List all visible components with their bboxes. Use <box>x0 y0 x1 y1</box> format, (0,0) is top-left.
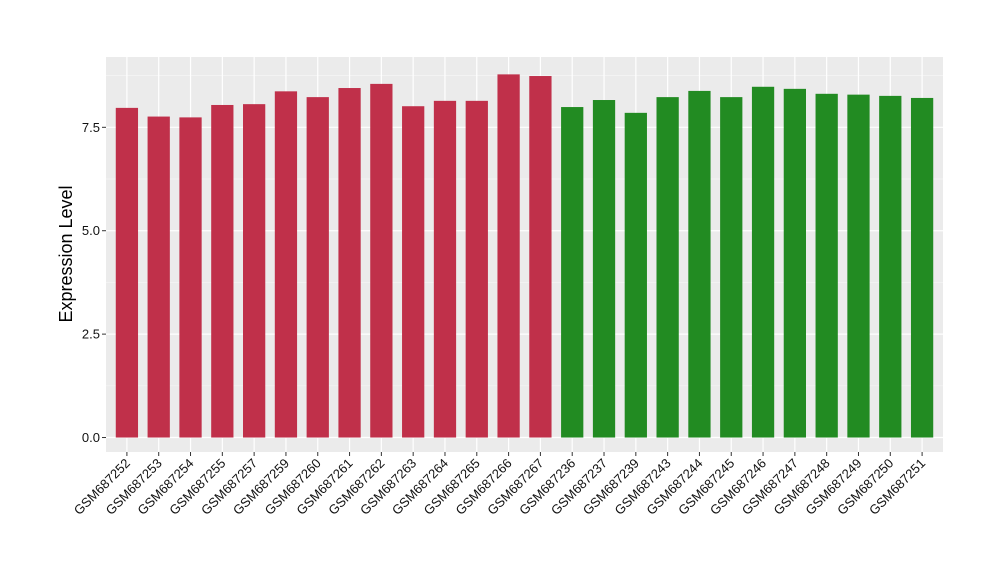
bar-gsm687245 <box>720 97 743 438</box>
bar-gsm687265 <box>465 100 488 438</box>
bar-gsm687252 <box>115 107 139 438</box>
y-axis-title: Expression Level <box>56 185 76 322</box>
bar-gsm687248 <box>815 93 838 438</box>
bar-gsm687243 <box>656 97 679 438</box>
bar-gsm687259 <box>274 91 298 438</box>
bar-gsm687257 <box>243 104 266 438</box>
bar-gsm687244 <box>688 90 711 438</box>
bar-gsm687247 <box>783 88 806 438</box>
bar-gsm687260 <box>306 97 329 438</box>
bar-gsm687236 <box>561 107 584 438</box>
bar-gsm687251 <box>910 97 934 438</box>
x-axis: GSM687252GSM687253GSM687254GSM687255GSM6… <box>71 452 928 518</box>
bar-gsm687253 <box>147 116 170 438</box>
bar-gsm687249 <box>847 94 870 438</box>
y-tick-label: 2.5 <box>82 327 100 342</box>
bars <box>115 74 934 438</box>
bar-gsm687266 <box>497 74 520 438</box>
y-axis: 0.0 2.5 5.0 7.5 <box>82 120 106 445</box>
y-tick-label: 0.0 <box>82 430 100 445</box>
bar-gsm687264 <box>433 100 457 438</box>
bar-gsm687255 <box>211 104 234 438</box>
bar-gsm687239 <box>624 112 647 438</box>
y-tick-label: 7.5 <box>82 120 100 135</box>
bar-gsm687261 <box>338 88 361 438</box>
bar-gsm687237 <box>592 100 616 438</box>
bar-gsm687262 <box>370 83 393 438</box>
bar-gsm687250 <box>879 95 902 438</box>
y-tick-label: 5.0 <box>82 223 100 238</box>
bar-gsm687267 <box>529 76 552 438</box>
bar-gsm687254 <box>179 117 202 438</box>
bar-gsm687246 <box>751 86 775 438</box>
bar-gsm687263 <box>402 106 425 438</box>
